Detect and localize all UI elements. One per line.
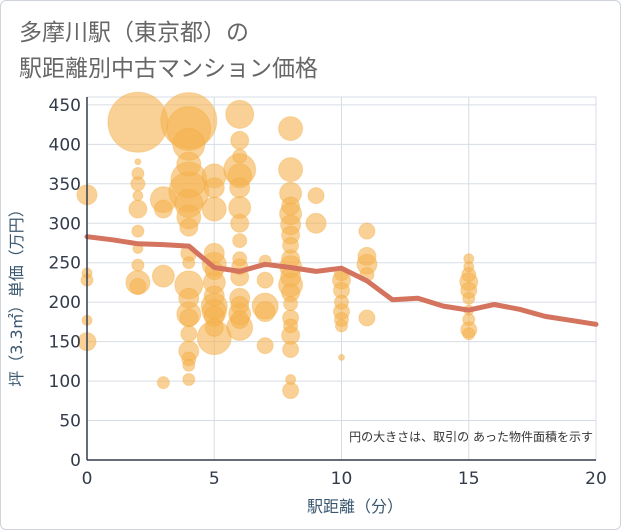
data-bubble xyxy=(151,264,175,288)
x-tick-label: 10 xyxy=(331,469,353,489)
data-bubble xyxy=(230,130,250,150)
data-bubble xyxy=(462,291,476,305)
chart-title: 多摩川駅（東京都）の 駅距離別中古マンション価格 xyxy=(19,15,318,87)
data-bubble xyxy=(335,319,348,333)
data-bubble xyxy=(232,251,248,267)
data-bubble xyxy=(182,373,196,387)
data-bubble xyxy=(229,177,251,199)
data-bubble xyxy=(107,91,169,153)
y-tick-label: 400 xyxy=(49,135,81,155)
data-bubble xyxy=(182,256,196,270)
title-line-2: 駅距離別中古マンション価格 xyxy=(19,56,318,82)
data-bubble xyxy=(176,151,202,177)
x-tick-label: 5 xyxy=(209,469,220,489)
y-tick-label: 300 xyxy=(49,214,81,234)
data-bubble xyxy=(131,258,145,272)
data-bubble xyxy=(278,116,304,142)
x-tick-label: 20 xyxy=(585,469,607,489)
data-bubble xyxy=(131,224,145,238)
x-tick-label: 15 xyxy=(458,469,480,489)
data-bubble xyxy=(201,196,227,222)
title-line-1: 多摩川駅（東京都）の xyxy=(19,20,249,46)
axes: 0 50 100 150 200 250 300 350 400 450 0 5 10 15 20 xyxy=(49,96,607,489)
y-tick-label: 200 xyxy=(49,293,81,313)
data-bubble xyxy=(132,190,144,202)
data-bubble xyxy=(254,301,276,323)
data-bubble xyxy=(232,148,248,164)
data-bubble xyxy=(282,341,300,359)
data-bubble xyxy=(334,294,349,310)
data-bubble xyxy=(232,233,248,249)
y-tick-label: 0 xyxy=(70,451,81,471)
y-tick-label: 450 xyxy=(49,96,81,116)
data-bubble xyxy=(178,287,200,309)
y-tick-label: 350 xyxy=(49,175,81,195)
data-bubble xyxy=(134,158,142,166)
data-bubble xyxy=(283,296,299,312)
x-axis-label: 駅距離（分） xyxy=(307,497,403,516)
data-bubble xyxy=(282,236,300,254)
data-bubble xyxy=(256,271,274,289)
data-bubble xyxy=(180,325,198,343)
data-bubble xyxy=(203,285,225,307)
data-bubble xyxy=(462,327,476,341)
data-bubble xyxy=(225,99,255,129)
trend-line xyxy=(84,234,599,327)
data-bubble xyxy=(203,177,225,199)
data-bubble xyxy=(153,199,173,219)
data-bubble xyxy=(305,212,327,234)
y-tick-label: 50 xyxy=(59,412,81,432)
data-bubble xyxy=(358,222,376,240)
data-bubble xyxy=(179,217,199,237)
y-tick-label: 250 xyxy=(49,254,81,274)
x-tick-label: 0 xyxy=(82,469,93,489)
data-bubble xyxy=(283,318,299,334)
data-bubble xyxy=(128,199,148,219)
data-bubble xyxy=(230,310,250,330)
size-note: 円の大きさは、取引の あった物件面積を示す xyxy=(349,429,593,444)
data-bubble xyxy=(230,213,250,233)
y-tick-label: 150 xyxy=(49,333,81,353)
data-bubble xyxy=(156,376,170,390)
trend-series xyxy=(84,234,599,327)
data-bubble xyxy=(281,196,301,216)
data-bubble xyxy=(179,308,199,328)
data-bubble xyxy=(182,358,196,372)
data-bubble xyxy=(256,337,274,355)
data-bubble xyxy=(131,167,145,181)
data-bubble xyxy=(463,261,475,273)
data-bubble xyxy=(278,157,304,183)
data-bubble xyxy=(338,353,345,361)
data-bubble xyxy=(307,187,325,205)
y-axis-label: 坪（3.3㎡）単価（万円） xyxy=(7,201,26,386)
y-tick-label: 100 xyxy=(49,372,81,392)
data-bubble xyxy=(357,246,377,266)
data-bubble xyxy=(285,374,297,386)
data-bubble xyxy=(204,317,224,337)
data-bubble xyxy=(129,277,147,295)
data-bubble xyxy=(358,309,376,327)
bubble-series xyxy=(76,91,479,400)
